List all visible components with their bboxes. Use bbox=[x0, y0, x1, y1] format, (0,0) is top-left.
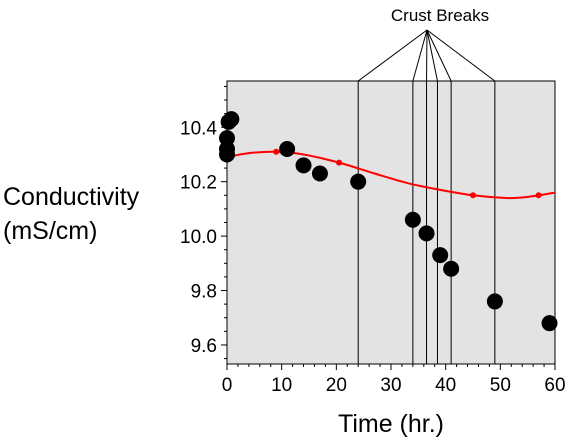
x-tick-label: 10 bbox=[271, 375, 292, 396]
x-tick-label: 40 bbox=[435, 375, 456, 396]
crust-break-connector bbox=[412, 29, 428, 82]
x-tick-label: 60 bbox=[544, 375, 565, 396]
data-point bbox=[443, 260, 460, 277]
data-point bbox=[350, 173, 367, 190]
y-tick-label: 9.6 bbox=[191, 336, 217, 357]
data-point bbox=[223, 111, 240, 128]
fit-marker bbox=[273, 148, 280, 155]
data-point bbox=[279, 141, 296, 158]
crust-breaks-label: Crust Breaks bbox=[391, 6, 489, 25]
crust-break-connector bbox=[426, 29, 452, 82]
x-tick-label: 50 bbox=[490, 375, 511, 396]
data-point bbox=[219, 130, 235, 147]
crust-break-connectors bbox=[357, 29, 496, 82]
x-axis-title: Time (hr.) bbox=[338, 410, 444, 438]
scatter-series bbox=[219, 111, 558, 332]
y-tick-label: 10.4 bbox=[180, 118, 217, 139]
y-axis-title-line2: (mS/cm) bbox=[3, 217, 97, 245]
x-tick-label: 20 bbox=[326, 375, 347, 396]
data-point bbox=[418, 225, 435, 242]
crust-break-lines bbox=[357, 81, 496, 364]
data-point bbox=[541, 315, 558, 332]
y-axis: 9.6 9.8 10.0 10.2 10.4 bbox=[180, 85, 227, 360]
crust-break-connector bbox=[426, 29, 496, 82]
fit-line-series bbox=[226, 148, 556, 200]
y-tick-label: 10.2 bbox=[180, 173, 217, 194]
y-tick-label: 10.0 bbox=[180, 227, 217, 248]
data-point bbox=[432, 247, 449, 264]
y-axis-title-line1: Conductivity bbox=[3, 183, 140, 211]
data-point bbox=[295, 157, 312, 174]
crust-break-connector bbox=[357, 29, 428, 82]
fit-marker bbox=[336, 159, 343, 166]
x-tick-label: 30 bbox=[380, 375, 401, 396]
data-point bbox=[311, 165, 328, 182]
data-point bbox=[404, 211, 421, 228]
x-tick-label: 0 bbox=[222, 375, 233, 396]
crust-break-connector bbox=[426, 29, 438, 82]
fit-marker bbox=[535, 192, 542, 199]
plot-area bbox=[226, 80, 556, 365]
fit-marker bbox=[470, 192, 476, 199]
x-axis: 0 10 20 30 40 50 60 bbox=[222, 364, 566, 396]
data-point bbox=[486, 293, 503, 310]
y-tick-label: 9.8 bbox=[191, 282, 217, 303]
